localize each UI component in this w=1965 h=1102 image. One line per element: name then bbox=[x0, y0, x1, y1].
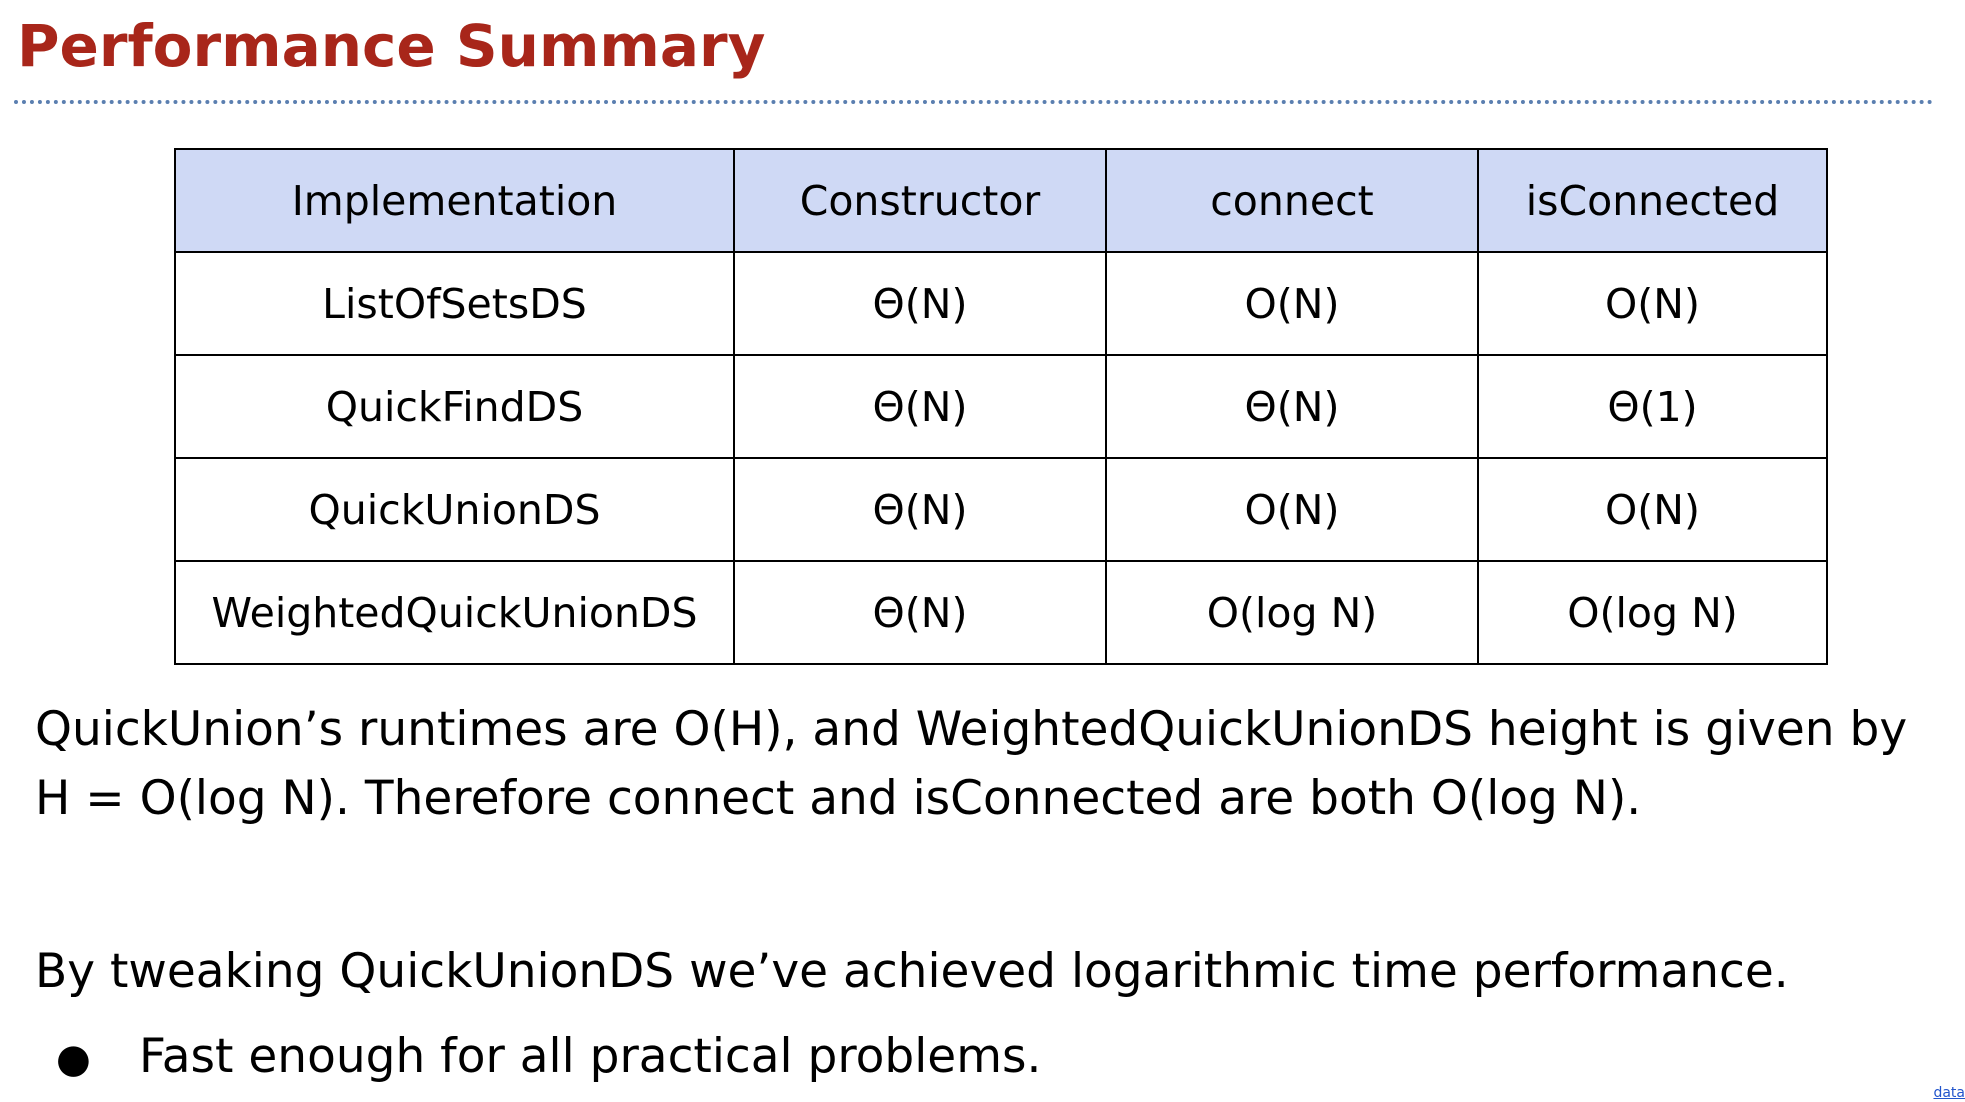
runtime-explanation: QuickUnion’s runtimes are O(H), and Weig… bbox=[35, 695, 1907, 833]
conclusion-text: By tweaking QuickUnionDS we’ve achieved … bbox=[35, 944, 1789, 999]
table-header-row: Implementation Constructor connect isCon… bbox=[174, 148, 1828, 253]
cell-implementation: WeightedQuickUnionDS bbox=[174, 560, 735, 665]
table-row: QuickFindDS Θ(N) Θ(N) Θ(1) bbox=[174, 354, 1828, 459]
table-row: WeightedQuickUnionDS Θ(N) O(log N) O(log… bbox=[174, 560, 1828, 665]
cell-isconnected: Θ(1) bbox=[1477, 354, 1828, 459]
performance-table: Implementation Constructor connect isCon… bbox=[174, 148, 1828, 665]
bullet-icon: ● bbox=[56, 1036, 91, 1082]
cell-constructor: Θ(N) bbox=[733, 457, 1107, 562]
data-link[interactable]: data bbox=[1933, 1085, 1965, 1101]
cell-connect: Θ(N) bbox=[1105, 354, 1479, 459]
title-divider bbox=[14, 100, 1934, 104]
runtime-explanation-line-2: H = O(log N). Therefore connect and isCo… bbox=[35, 771, 1642, 826]
header-isconnected: isConnected bbox=[1477, 148, 1828, 253]
header-implementation: Implementation bbox=[174, 148, 735, 253]
table-row: ListOfSetsDS Θ(N) O(N) O(N) bbox=[174, 251, 1828, 356]
cell-constructor: Θ(N) bbox=[733, 354, 1107, 459]
slide-title: Performance Summary bbox=[17, 12, 766, 80]
cell-isconnected: O(N) bbox=[1477, 251, 1828, 356]
table-row: QuickUnionDS Θ(N) O(N) O(N) bbox=[174, 457, 1828, 562]
bullet-text: Fast enough for all practical problems. bbox=[139, 1029, 1042, 1084]
bullet-item: ● Fast enough for all practical problems. bbox=[56, 1025, 1041, 1091]
cell-implementation: QuickUnionDS bbox=[174, 457, 735, 562]
cell-isconnected: O(log N) bbox=[1477, 560, 1828, 665]
header-constructor: Constructor bbox=[733, 148, 1107, 253]
cell-constructor: Θ(N) bbox=[733, 251, 1107, 356]
cell-implementation: QuickFindDS bbox=[174, 354, 735, 459]
header-connect: connect bbox=[1105, 148, 1479, 253]
cell-implementation: ListOfSetsDS bbox=[174, 251, 735, 356]
cell-constructor: Θ(N) bbox=[733, 560, 1107, 665]
runtime-explanation-line-1: QuickUnion’s runtimes are O(H), and Weig… bbox=[35, 702, 1908, 757]
cell-connect: O(log N) bbox=[1105, 560, 1479, 665]
cell-isconnected: O(N) bbox=[1477, 457, 1828, 562]
cell-connect: O(N) bbox=[1105, 251, 1479, 356]
cell-connect: O(N) bbox=[1105, 457, 1479, 562]
